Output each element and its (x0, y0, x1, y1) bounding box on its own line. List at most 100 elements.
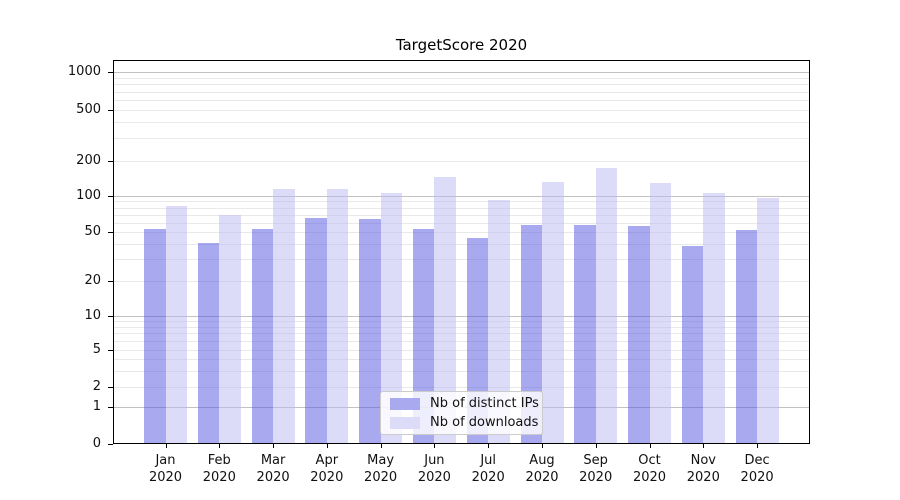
gridline-minor (113, 214, 810, 216)
y-tick-mark (108, 160, 113, 162)
gridline-minor (113, 326, 810, 328)
grid-layer (113, 60, 810, 444)
x-tick-mark (595, 444, 597, 448)
gridline-minor (113, 320, 810, 322)
x-tick-label-mar: Mar 2020 (256, 453, 290, 485)
gridline-minor (113, 207, 810, 209)
gridline-minor (113, 222, 810, 224)
bar-distinct-ips-dec (735, 230, 758, 444)
gridline-minor (113, 350, 810, 351)
gridline-minor (113, 138, 810, 140)
x-tick-mark (434, 444, 436, 448)
y-tick-mark (108, 406, 113, 408)
y-tick-mark (108, 109, 113, 111)
legend-item-distinct-ips: Nb of distinct IPs (390, 396, 539, 411)
gridline-minor (113, 359, 810, 360)
x-tick-mark (326, 444, 328, 448)
y-tick-label-1: 1 (92, 398, 101, 414)
y-tick-label-5: 5 (92, 342, 101, 357)
gridline-minor (113, 281, 810, 282)
gridline-minor (113, 201, 810, 203)
bar-downloads-nov (703, 193, 725, 444)
gridline-minor (113, 370, 810, 372)
y-tick-mark (108, 232, 113, 234)
x-tick-mark (273, 444, 275, 448)
bar-downloads-apr (326, 189, 349, 444)
gridline-minor (113, 333, 810, 335)
bar-distinct-ips-jan (144, 229, 166, 444)
x-tick-label-jun: Jun 2020 (417, 453, 451, 485)
gridline-minor (113, 259, 810, 261)
gridline-major (113, 72, 810, 74)
legend-swatch-downloads (390, 416, 420, 429)
bar-downloads-mar (273, 189, 295, 444)
y-tick-mark (108, 315, 113, 317)
bar-downloads-oct (649, 182, 671, 444)
gridline-minor (113, 99, 810, 101)
x-tick-label-aug: Aug 2020 (525, 453, 559, 485)
x-tick-label-nov: Nov 2020 (686, 453, 720, 485)
y-tick-mark (108, 195, 113, 197)
legend-label-downloads: Nb of downloads (430, 415, 539, 430)
y-tick-label-1000: 1000 (67, 64, 101, 80)
bar-distinct-ips-oct (628, 226, 650, 444)
bar-distinct-ips-feb (197, 242, 220, 444)
x-tick-mark (703, 444, 705, 448)
bar-distinct-ips-nov (681, 245, 704, 444)
gridline-minor (113, 160, 810, 162)
plot-area: Nb of distinct IPs Nb of downloads (113, 60, 810, 444)
bar-downloads-jan (165, 206, 187, 444)
y-tick-mark (108, 444, 113, 445)
x-tick-label-oct: Oct 2020 (632, 453, 667, 485)
gridline-minor (113, 122, 810, 123)
y-tick-mark (108, 281, 113, 282)
y-tick-label-2: 2 (92, 379, 101, 394)
y-tick-mark (108, 350, 113, 351)
bar-downloads-dec (757, 197, 779, 444)
gridline-minor (113, 232, 810, 234)
gridline-minor (113, 387, 810, 388)
legend-label-distinct-ips: Nb of distinct IPs (430, 396, 539, 411)
y-tick-label-100: 100 (76, 187, 101, 203)
y-tick-label-200: 200 (76, 152, 101, 168)
legend-item-downloads: Nb of downloads (390, 415, 538, 430)
y-tick-label-20: 20 (84, 273, 101, 288)
y-tick-label-10: 10 (84, 307, 101, 323)
bar-downloads-may (380, 193, 403, 444)
x-tick-mark (757, 444, 759, 448)
gridline-minor (113, 109, 810, 111)
bar-distinct-ips-aug (520, 225, 542, 444)
bar-downloads-jul (488, 199, 510, 444)
x-tick-label-feb: Feb 2020 (202, 453, 236, 485)
x-tick-label-apr: Apr 2020 (310, 453, 344, 485)
y-tick-label-50: 50 (84, 224, 101, 240)
bar-downloads-aug (542, 182, 564, 444)
gridline-minor (113, 341, 810, 342)
legend: Nb of distinct IPs Nb of downloads (380, 391, 543, 435)
x-tick-label-dec: Dec 2020 (740, 453, 774, 485)
y-tick-mark (108, 72, 113, 74)
bar-distinct-ips-apr (305, 218, 327, 444)
bar-distinct-ips-mar (251, 229, 274, 444)
bar-distinct-ips-may (359, 219, 381, 444)
x-tick-label-jan: Jan 2020 (148, 453, 183, 485)
y-tick-mark (108, 387, 113, 388)
x-tick-mark (165, 444, 167, 448)
bars-layer (113, 60, 810, 444)
x-tick-mark (380, 444, 382, 448)
bar-downloads-feb (219, 215, 241, 444)
gridline-minor (113, 78, 810, 80)
gridline-minor (113, 91, 810, 93)
x-tick-mark (219, 444, 221, 448)
x-tick-mark (542, 444, 543, 448)
x-tick-label-sep: Sep 2020 (579, 453, 613, 485)
x-tick-mark (649, 444, 651, 448)
y-tick-label-500: 500 (76, 101, 101, 117)
gridline-minor (113, 244, 810, 246)
x-tick-mark (488, 444, 490, 448)
x-tick-label-may: May 2020 (364, 453, 398, 485)
legend-swatch-distinct-ips (390, 397, 420, 410)
bar-distinct-ips-sep (574, 225, 596, 444)
gridline-minor (113, 84, 810, 86)
